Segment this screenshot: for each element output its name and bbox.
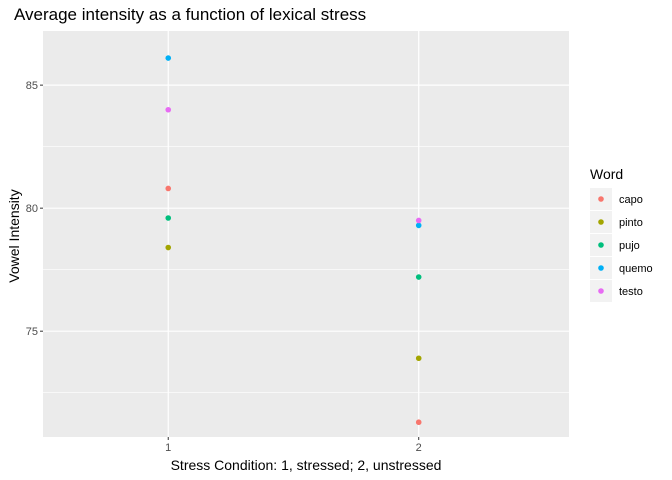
data-point-quemo: [415, 222, 422, 229]
data-point-pinto: [415, 355, 422, 362]
data-point-quemo: [165, 55, 172, 61]
data-point-pujo: [165, 215, 172, 221]
legend-label-pujo: pujo: [619, 240, 640, 252]
chart-title: Average intensity as a function of lexic…: [14, 5, 366, 24]
data-point-testo: [165, 106, 172, 113]
legend-label-testo: testo: [619, 286, 643, 298]
legend-swatch-testo: [598, 288, 604, 294]
legend-label-quemo: quemo: [619, 263, 653, 275]
plot-panel: [43, 31, 569, 437]
data-point-pinto: [165, 244, 172, 251]
legend-swatch-pinto: [598, 219, 604, 225]
legend: Word capo pinto pujo quemo testo: [590, 166, 653, 302]
legend-label-capo: capo: [619, 194, 643, 206]
legend-swatch-quemo: [598, 265, 604, 271]
grid-lines: [43, 31, 569, 437]
legend-swatch-pujo: [598, 242, 604, 248]
data-point-testo: [415, 217, 422, 224]
legend-swatch-capo: [598, 196, 604, 202]
x-axis-title: Stress Condition: 1, stressed; 2, unstre…: [171, 457, 442, 473]
data-point-capo: [415, 419, 422, 426]
legend-title: Word: [590, 166, 623, 182]
y-tick-label: 75: [26, 326, 38, 338]
y-tick-label: 80: [26, 203, 38, 215]
data-points: [165, 55, 422, 426]
y-tick-label: 85: [26, 80, 38, 92]
legend-label-pinto: pinto: [619, 217, 643, 229]
y-axis-title: Vowel Intensity: [6, 189, 22, 282]
y-axis: 75 80 85: [26, 80, 43, 338]
x-tick-label: 1: [165, 442, 171, 454]
x-tick-label: 2: [416, 442, 422, 454]
data-point-pujo: [415, 274, 422, 280]
data-point-capo: [165, 185, 172, 192]
